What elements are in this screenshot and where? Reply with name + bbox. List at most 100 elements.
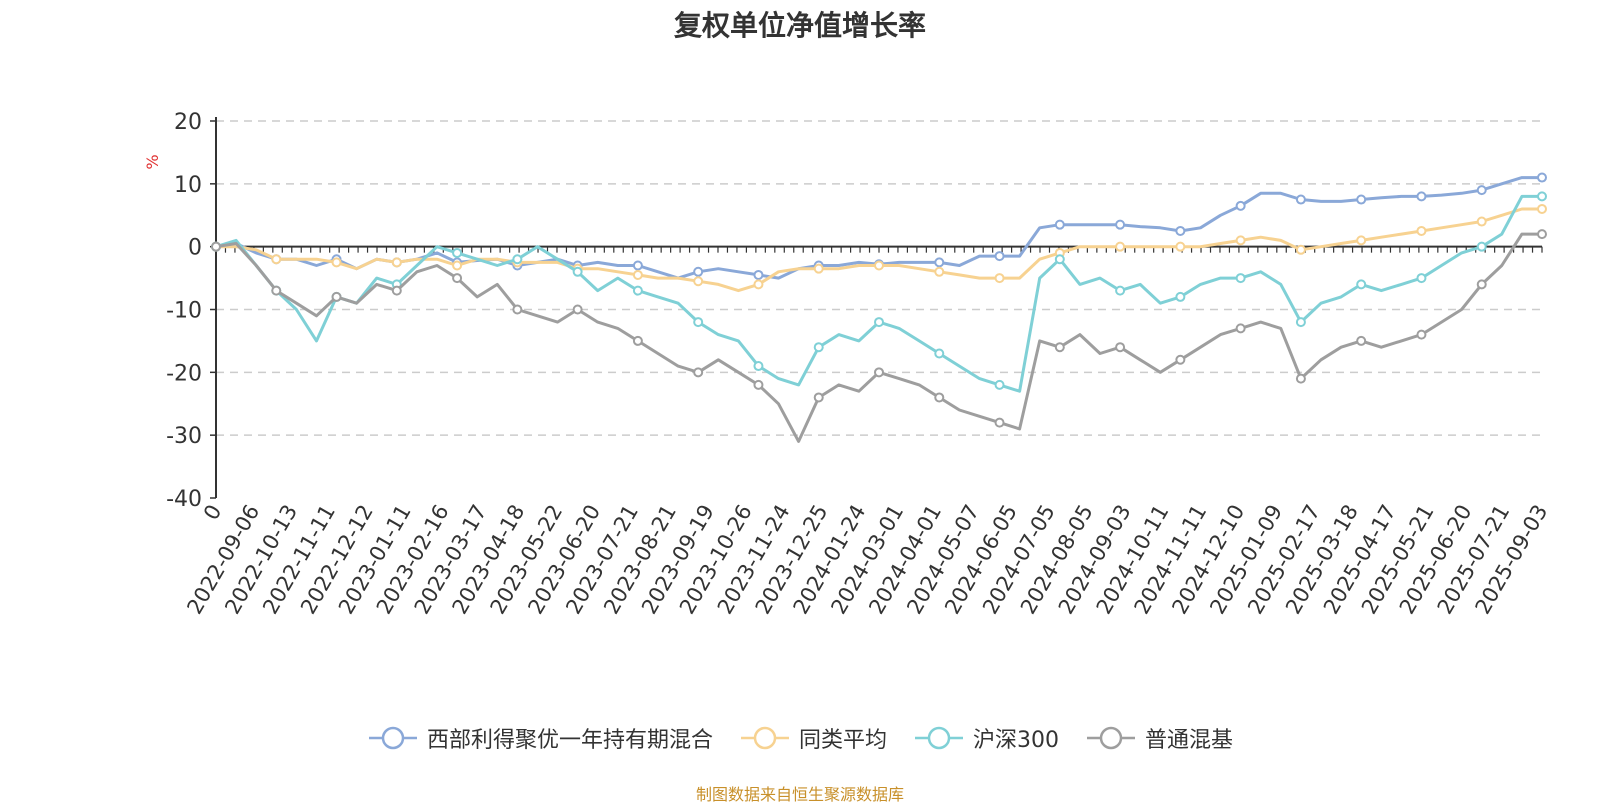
legend-item[interactable]: 沪深300 [913, 722, 1059, 754]
y-tick-label: 0 [188, 236, 202, 261]
data-source-note: 制图数据来自恒生聚源数据库 [695, 785, 904, 804]
data-point [512, 304, 523, 315]
data-point [934, 266, 945, 277]
chart-title: 复权单位净值增长率 [673, 9, 926, 42]
data-point [1295, 373, 1306, 384]
data-point [632, 285, 643, 296]
data-point [1054, 254, 1065, 265]
data-point [1115, 241, 1126, 252]
y-axis-unit-label: % [143, 154, 162, 169]
y-axis: 20 10 0 -10 -20 -30 -40 [166, 110, 217, 512]
data-point [1115, 219, 1126, 230]
grid-lines [216, 120, 1542, 436]
data-point [934, 257, 945, 268]
data-point [1356, 335, 1367, 346]
y-tick-label: -10 [166, 299, 202, 324]
data-point [1295, 194, 1306, 205]
data-point [753, 269, 764, 280]
data-point [693, 266, 704, 277]
data-point [1235, 273, 1246, 284]
data-point [391, 285, 402, 296]
data-point [1295, 317, 1306, 328]
data-point [1537, 229, 1547, 240]
data-point [1175, 291, 1186, 302]
data-point [1115, 342, 1126, 353]
data-point [632, 269, 643, 280]
legend-item[interactable]: 普通混基 [1085, 722, 1233, 754]
y-tick-label: 20 [174, 110, 202, 135]
line-chart: 20 10 0 -10 -20 -30 -40 02022-09-062022-10-132… [143, 110, 1552, 618]
series-lines [211, 172, 1547, 443]
data-point [813, 392, 824, 403]
legend-label: 沪深300 [973, 728, 1059, 753]
data-point [1416, 273, 1427, 284]
y-tick-label: -20 [166, 361, 202, 386]
legend-label: 西部利得聚优一年持有期混合 [426, 728, 713, 753]
data-point [1356, 194, 1367, 205]
data-point [572, 266, 583, 277]
data-point [1537, 172, 1547, 183]
legend-item[interactable]: 同类平均 [739, 722, 887, 754]
legend-marker-circle [1099, 726, 1123, 750]
data-point [874, 367, 884, 378]
data-point [1175, 225, 1186, 236]
data-point [1537, 191, 1547, 202]
data-point [1054, 219, 1065, 230]
data-point [1356, 235, 1367, 246]
data-point [874, 317, 884, 328]
data-point [452, 273, 463, 284]
data-point [1235, 235, 1246, 246]
y-tick-label: -30 [166, 424, 202, 449]
legend-marker-circle [927, 726, 951, 750]
data-point [1235, 200, 1246, 211]
data-point [1175, 241, 1186, 252]
data-point [331, 257, 342, 268]
legend-marker-icon [915, 726, 963, 750]
data-point [1416, 225, 1427, 236]
data-point [331, 291, 342, 302]
data-point [994, 251, 1005, 262]
data-point [994, 417, 1005, 428]
legend-marker-icon [1087, 726, 1135, 750]
legend-marker-circle [381, 726, 405, 750]
data-point [1175, 354, 1186, 365]
data-point [1416, 329, 1427, 340]
y-tick-label: -40 [166, 487, 202, 512]
data-point [452, 260, 463, 271]
legend-label: 普通混基 [1145, 728, 1234, 753]
data-point [813, 263, 824, 274]
data-point [753, 361, 764, 372]
data-point [813, 342, 824, 353]
data-point [753, 379, 764, 390]
data-point [994, 273, 1005, 284]
data-point [452, 247, 463, 258]
data-point [1537, 203, 1547, 214]
legend-label: 同类平均 [798, 728, 887, 753]
data-point [1476, 216, 1487, 227]
legend-marker-circle [753, 726, 777, 750]
data-point [1295, 244, 1306, 255]
data-point [1416, 191, 1427, 202]
x-tick-label: 0 [199, 501, 226, 525]
data-point [1476, 279, 1487, 290]
data-point [1115, 285, 1126, 296]
data-point [632, 335, 643, 346]
data-point [211, 241, 221, 252]
data-point [693, 317, 704, 328]
data-point [271, 285, 282, 296]
data-point [512, 254, 523, 265]
y-tick-label: 10 [174, 173, 202, 198]
data-point [1476, 185, 1487, 196]
data-point [632, 260, 643, 271]
data-point [934, 348, 945, 359]
legend-marker-icon [740, 726, 789, 750]
data-point [572, 304, 583, 315]
legend-item[interactable]: 西部利得聚优一年持有期混合 [367, 722, 713, 754]
series-line [215, 194, 1542, 393]
x-axis: 02022-09-062022-10-132022-11-112022-12-1… [182, 245, 1552, 618]
data-point [1235, 323, 1246, 334]
data-point [1476, 241, 1487, 252]
data-point [693, 367, 704, 378]
data-point [1054, 342, 1065, 353]
data-point [693, 276, 704, 287]
